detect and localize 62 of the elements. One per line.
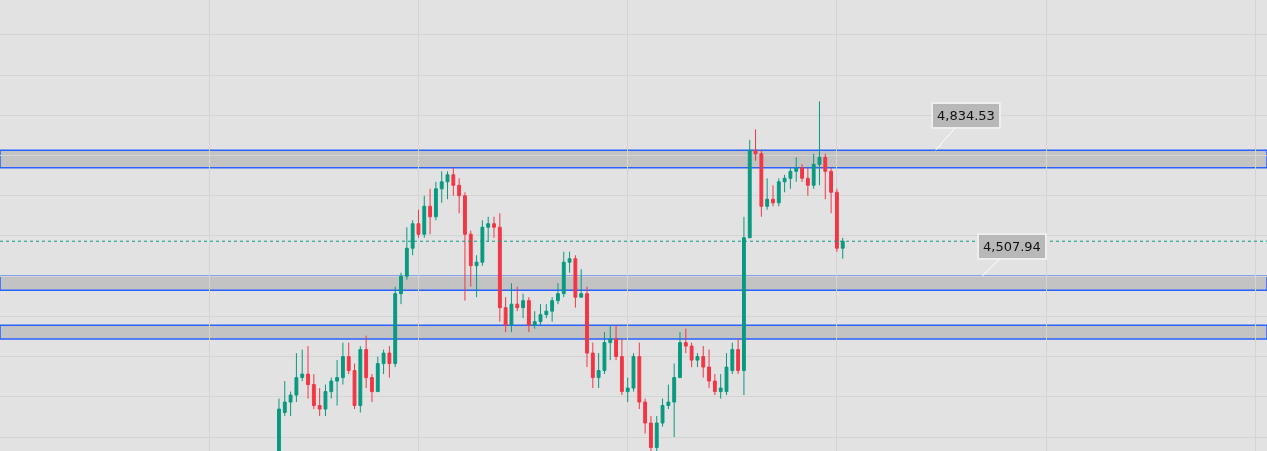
candlestick (695, 352, 700, 368)
candlestick (428, 188, 433, 235)
candlestick (393, 286, 398, 368)
candlestick (800, 163, 804, 183)
candlestick (829, 167, 834, 214)
candlestick (707, 349, 711, 389)
candlestick (468, 230, 473, 288)
candlestick (747, 139, 752, 239)
candlestick (701, 345, 706, 379)
candlestick (381, 349, 386, 375)
band-label: 4,834.53 (937, 108, 995, 123)
candlestick (579, 268, 584, 298)
candlestick (765, 177, 770, 211)
candlestick (399, 272, 403, 305)
candlestick (683, 328, 688, 354)
candlestick (457, 177, 462, 214)
candlestick (463, 191, 467, 302)
candlestick (317, 387, 322, 417)
candlestick (358, 345, 363, 414)
candlestick (515, 286, 520, 312)
candlestick (340, 342, 345, 386)
candlestick (306, 345, 310, 400)
candlestick (590, 342, 595, 389)
candlestick (556, 282, 560, 305)
candlestick (433, 181, 438, 221)
candlestick (526, 296, 531, 333)
candlestick (509, 282, 514, 333)
candlestick (375, 356, 380, 393)
candlestick (823, 153, 828, 200)
candlestick (422, 195, 427, 239)
candlestick (370, 373, 374, 403)
candlestick (335, 359, 340, 407)
candlestick (776, 177, 781, 207)
band-label: 4,507.94 (983, 239, 1041, 254)
candlestick (805, 167, 810, 197)
candlestick (503, 296, 508, 333)
candlestick (277, 398, 281, 451)
candlestick (689, 342, 694, 368)
candlestick (771, 184, 775, 207)
candlestick (736, 338, 741, 375)
candlestick (364, 335, 369, 389)
candlestick (678, 331, 682, 379)
candlestick (300, 349, 305, 382)
candlestick (649, 415, 653, 451)
candlestick (451, 167, 456, 197)
candlestick (712, 373, 717, 396)
candlestick (282, 380, 287, 417)
candlestick (643, 398, 648, 435)
candlestick (585, 286, 589, 368)
candlestick (614, 324, 618, 361)
candlestick (672, 363, 677, 438)
candlestick (619, 338, 624, 396)
candlestick (573, 254, 578, 309)
candlestick (497, 212, 502, 323)
candlestick (637, 342, 642, 410)
candlestick (550, 296, 555, 323)
candlestick (492, 216, 496, 239)
candlestick (521, 293, 525, 319)
candlestick (311, 373, 316, 410)
candlestick (834, 188, 839, 253)
candlestick (416, 209, 421, 239)
candlestick (387, 345, 392, 379)
